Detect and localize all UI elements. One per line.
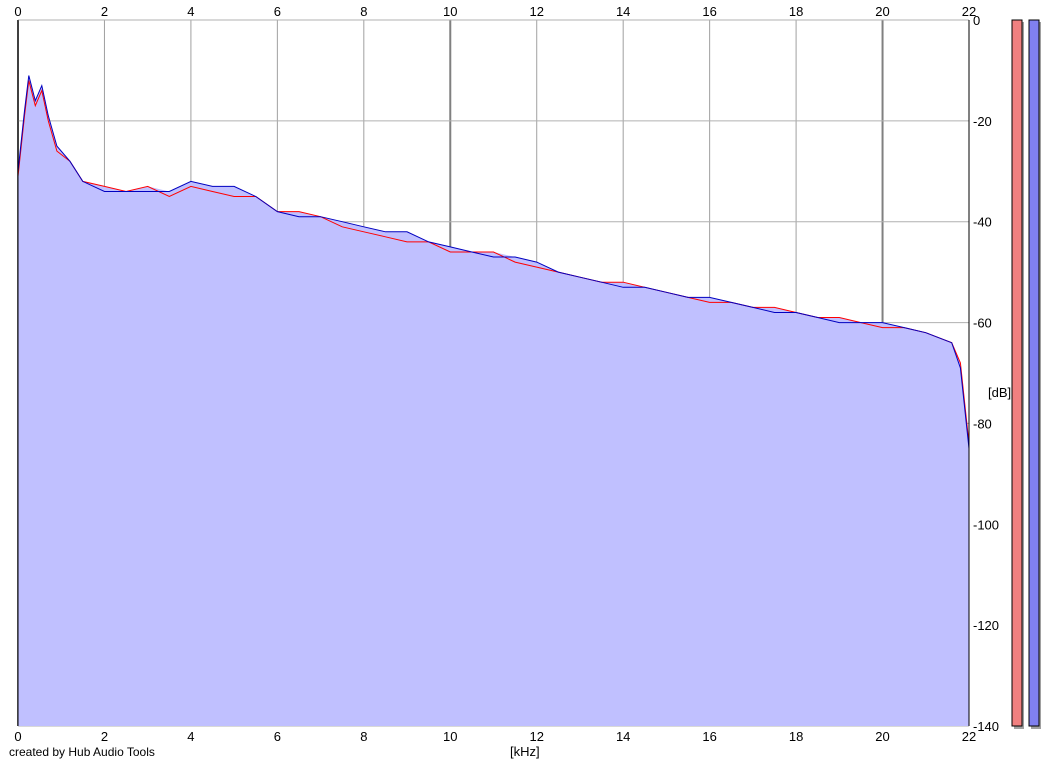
- x-tick-label-top: 14: [616, 4, 630, 19]
- x-tick-label-bottom: 6: [274, 729, 281, 744]
- x-tick-label-top: 10: [443, 4, 457, 19]
- x-tick-label-bottom: 8: [360, 729, 367, 744]
- x-tick-label-top: 20: [875, 4, 889, 19]
- x-tick-label-bottom: 14: [616, 729, 630, 744]
- y-tick-label: -20: [973, 114, 992, 129]
- y-tick-label: -80: [973, 416, 992, 431]
- left-channel-meter: [1011, 19, 1023, 727]
- x-tick-label-bottom: 16: [702, 729, 716, 744]
- x-tick-label-top: 16: [702, 4, 716, 19]
- y-tick-label: -40: [973, 215, 992, 230]
- x-tick-label-top: 18: [789, 4, 803, 19]
- footer-credit: created by Hub Audio Tools: [9, 745, 155, 759]
- x-axis-label: [kHz]: [510, 744, 540, 759]
- x-tick-label-bottom: 2: [101, 729, 108, 744]
- x-tick-label-bottom: 10: [443, 729, 457, 744]
- y-tick-label: 0: [973, 13, 980, 28]
- x-tick-label-bottom: 18: [789, 729, 803, 744]
- x-tick-label-bottom: 4: [187, 729, 194, 744]
- x-tick-label-top: 4: [187, 4, 194, 19]
- x-tick-label-top: 2: [101, 4, 108, 19]
- x-ticks-top: 0 2 4 6 8 10 12 14 16 18 20 22: [14, 4, 976, 19]
- x-tick-label-top: 6: [274, 4, 281, 19]
- x-tick-label-bottom: 22: [962, 729, 976, 744]
- x-tick-label-top: 22: [962, 4, 976, 19]
- y-tick-label: -120: [973, 618, 999, 633]
- x-ticks-bottom: 0 2 4 6 8 10 12 14 16 18 20 22: [14, 729, 976, 744]
- y-axis-label: [dB]: [988, 385, 1011, 400]
- x-tick-label-top: 8: [360, 4, 367, 19]
- series-line-2: [17, 75, 970, 449]
- y-tick-label: -140: [973, 719, 999, 734]
- x-tick-label-top: 12: [529, 4, 543, 19]
- y-tick-label: -100: [973, 517, 999, 532]
- y-tick-label: -60: [973, 316, 992, 331]
- axes: [17, 20, 970, 726]
- spectrum-fill: [18, 75, 969, 726]
- x-tick-label-bottom: 20: [875, 729, 889, 744]
- series-lines: [17, 75, 970, 449]
- x-tick-label-top: 0: [14, 4, 21, 19]
- right-channel-meter: [1028, 19, 1040, 727]
- series-line-1: [17, 80, 970, 444]
- x-tick-label-bottom: 12: [529, 729, 543, 744]
- channel-meters: [1011, 19, 1041, 729]
- y-ticks: 0 -20 -40 -60 -80 -100 -120 -140: [973, 13, 999, 734]
- x-tick-label-bottom: 0: [14, 729, 21, 744]
